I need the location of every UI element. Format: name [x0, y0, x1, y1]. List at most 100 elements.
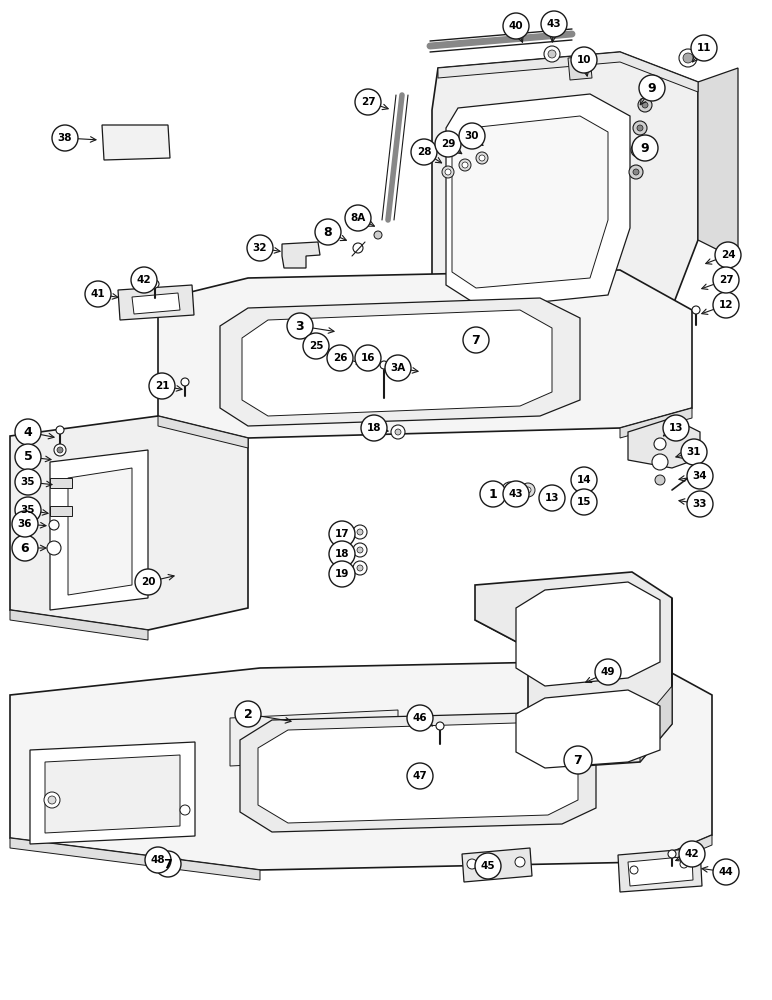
Circle shape — [52, 125, 78, 151]
Polygon shape — [10, 660, 712, 870]
Text: 36: 36 — [18, 519, 32, 529]
Polygon shape — [50, 506, 72, 516]
Text: 45: 45 — [481, 861, 496, 871]
Polygon shape — [475, 572, 672, 768]
Text: 43: 43 — [509, 489, 523, 499]
Polygon shape — [258, 722, 578, 823]
Circle shape — [353, 525, 367, 539]
Circle shape — [595, 659, 621, 685]
Circle shape — [329, 521, 355, 547]
Circle shape — [135, 569, 161, 595]
Text: 27: 27 — [719, 275, 733, 285]
Polygon shape — [648, 835, 712, 872]
Circle shape — [663, 415, 689, 441]
Polygon shape — [68, 468, 132, 595]
Circle shape — [548, 50, 556, 58]
Circle shape — [180, 805, 190, 815]
Circle shape — [679, 841, 705, 867]
Polygon shape — [132, 293, 180, 314]
Circle shape — [515, 857, 525, 867]
Circle shape — [15, 497, 41, 523]
Text: 2: 2 — [244, 708, 252, 720]
Circle shape — [15, 469, 41, 495]
Text: 18: 18 — [335, 549, 349, 559]
Circle shape — [57, 447, 63, 453]
Circle shape — [713, 267, 739, 293]
Circle shape — [355, 89, 381, 115]
Circle shape — [715, 242, 741, 268]
Circle shape — [145, 847, 171, 873]
Polygon shape — [618, 848, 702, 892]
Text: 44: 44 — [719, 867, 733, 877]
Circle shape — [12, 535, 38, 561]
Circle shape — [571, 489, 597, 515]
Circle shape — [151, 280, 159, 288]
Text: 12: 12 — [719, 300, 733, 310]
Text: 42: 42 — [137, 275, 151, 285]
Circle shape — [642, 102, 648, 108]
Circle shape — [521, 483, 535, 497]
Circle shape — [345, 205, 371, 231]
Circle shape — [655, 475, 665, 485]
Text: 9: 9 — [641, 141, 649, 154]
Text: 5: 5 — [24, 450, 32, 464]
Text: 17: 17 — [335, 529, 349, 539]
Circle shape — [571, 467, 597, 493]
Text: 28: 28 — [417, 147, 432, 157]
Text: 30: 30 — [465, 131, 479, 141]
Circle shape — [374, 231, 382, 239]
Circle shape — [683, 53, 693, 63]
Text: 24: 24 — [721, 250, 735, 260]
Circle shape — [631, 143, 645, 157]
Text: 4: 4 — [24, 426, 32, 438]
Text: 33: 33 — [692, 499, 707, 509]
Circle shape — [503, 481, 529, 507]
Text: 13: 13 — [669, 423, 683, 433]
Circle shape — [539, 485, 565, 511]
Circle shape — [681, 439, 707, 465]
Circle shape — [503, 13, 529, 39]
Circle shape — [407, 763, 433, 789]
Circle shape — [630, 866, 638, 874]
Polygon shape — [10, 416, 248, 630]
Text: 6: 6 — [21, 542, 29, 554]
Polygon shape — [158, 270, 692, 438]
Text: 15: 15 — [577, 497, 591, 507]
Polygon shape — [446, 94, 630, 308]
Circle shape — [395, 429, 401, 435]
Polygon shape — [10, 838, 260, 880]
Circle shape — [479, 155, 485, 161]
Circle shape — [475, 853, 501, 879]
Polygon shape — [432, 52, 698, 338]
Polygon shape — [45, 755, 180, 833]
Polygon shape — [516, 690, 660, 768]
Circle shape — [635, 147, 641, 153]
Text: 20: 20 — [141, 577, 155, 587]
Text: 21: 21 — [154, 381, 169, 391]
Text: 8: 8 — [323, 226, 332, 238]
Text: 1: 1 — [489, 488, 497, 500]
Polygon shape — [282, 242, 320, 268]
Circle shape — [654, 438, 666, 450]
Circle shape — [445, 169, 451, 175]
Circle shape — [691, 35, 717, 61]
Text: 7: 7 — [164, 857, 172, 870]
Text: 38: 38 — [58, 133, 73, 143]
Text: 8A: 8A — [350, 213, 366, 223]
Circle shape — [283, 807, 293, 817]
Polygon shape — [462, 848, 532, 882]
Polygon shape — [220, 298, 580, 426]
Text: 35: 35 — [21, 477, 36, 487]
Circle shape — [377, 803, 387, 813]
Polygon shape — [30, 742, 195, 844]
Circle shape — [54, 444, 66, 456]
Text: 18: 18 — [367, 423, 381, 433]
Text: 14: 14 — [577, 475, 591, 485]
Text: 26: 26 — [333, 353, 347, 363]
Text: 11: 11 — [697, 43, 711, 53]
Text: 47: 47 — [412, 771, 428, 781]
Circle shape — [480, 481, 506, 507]
Circle shape — [48, 796, 56, 804]
Circle shape — [502, 482, 518, 498]
Text: 29: 29 — [441, 139, 455, 149]
